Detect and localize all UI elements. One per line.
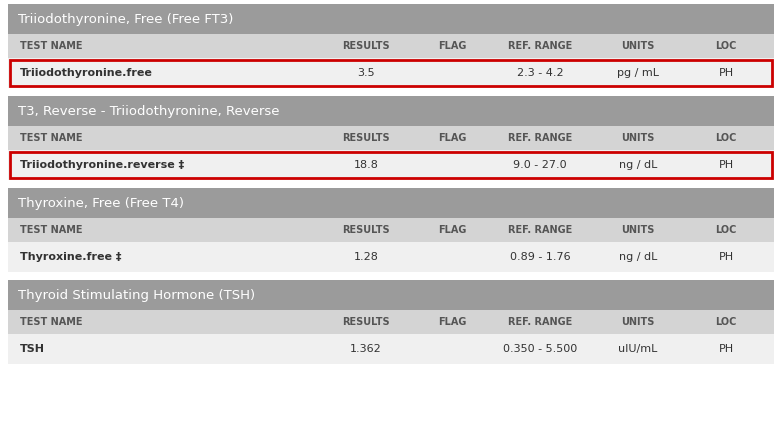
Text: REF. RANGE: REF. RANGE (508, 133, 572, 143)
Text: TEST NAME: TEST NAME (20, 41, 82, 51)
Bar (8, 4, 774, 34)
Bar (8, 242, 774, 272)
Text: UNITS: UNITS (622, 133, 655, 143)
Bar (8, 58, 774, 88)
Text: 3.5: 3.5 (357, 68, 375, 78)
Bar (8, 88, 774, 96)
Text: 2.3 - 4.2: 2.3 - 4.2 (517, 68, 563, 78)
Text: FLAG: FLAG (438, 225, 466, 235)
Text: UNITS: UNITS (622, 225, 655, 235)
Text: ng / dL: ng / dL (619, 252, 657, 262)
Text: 18.8: 18.8 (353, 160, 378, 170)
Text: Triiodothyronine.free: Triiodothyronine.free (20, 68, 152, 78)
Text: TEST NAME: TEST NAME (20, 225, 82, 235)
Text: TEST NAME: TEST NAME (20, 317, 82, 327)
Bar (8, 34, 774, 58)
Text: 0.89 - 1.76: 0.89 - 1.76 (510, 252, 570, 262)
Text: Thyroxine, Free (Free T4): Thyroxine, Free (Free T4) (18, 197, 184, 209)
Text: RESULTS: RESULTS (343, 133, 389, 143)
Text: RESULTS: RESULTS (343, 317, 389, 327)
Text: LOC: LOC (716, 225, 737, 235)
Text: REF. RANGE: REF. RANGE (508, 225, 572, 235)
Text: 9.0 - 27.0: 9.0 - 27.0 (513, 160, 567, 170)
Text: T3, Reverse - Triiodothyronine, Reverse: T3, Reverse - Triiodothyronine, Reverse (18, 104, 279, 117)
Text: UNITS: UNITS (622, 41, 655, 51)
Bar (8, 272, 774, 280)
Text: LOC: LOC (716, 41, 737, 51)
Bar (8, 188, 774, 218)
Bar (8, 150, 774, 180)
Text: PH: PH (719, 160, 734, 170)
Text: LOC: LOC (716, 317, 737, 327)
Bar (8, 334, 774, 364)
Bar (8, 126, 774, 150)
Bar (8, 310, 774, 334)
Text: uIU/mL: uIU/mL (619, 344, 658, 354)
Bar (10, 152, 772, 178)
Text: Thyroid Stimulating Hormone (TSH): Thyroid Stimulating Hormone (TSH) (18, 289, 255, 301)
Text: LOC: LOC (716, 133, 737, 143)
Text: 1.28: 1.28 (353, 252, 378, 262)
Bar (10, 60, 772, 86)
Text: TSH: TSH (20, 344, 45, 354)
Text: RESULTS: RESULTS (343, 225, 389, 235)
Text: PH: PH (719, 68, 734, 78)
Bar (8, 280, 774, 310)
Text: pg / mL: pg / mL (617, 68, 659, 78)
Text: FLAG: FLAG (438, 133, 466, 143)
Bar (8, 96, 774, 126)
Text: 1.362: 1.362 (350, 344, 382, 354)
Text: REF. RANGE: REF. RANGE (508, 317, 572, 327)
Text: UNITS: UNITS (622, 317, 655, 327)
Text: REF. RANGE: REF. RANGE (508, 41, 572, 51)
Text: Triiodothyronine, Free (Free FT3): Triiodothyronine, Free (Free FT3) (18, 12, 233, 26)
Text: 0.350 - 5.500: 0.350 - 5.500 (503, 344, 577, 354)
Text: RESULTS: RESULTS (343, 41, 389, 51)
Text: PH: PH (719, 344, 734, 354)
Text: ng / dL: ng / dL (619, 160, 657, 170)
Bar (8, 180, 774, 188)
Text: TEST NAME: TEST NAME (20, 133, 82, 143)
Bar (8, 218, 774, 242)
Text: Triiodothyronine.reverse ‡: Triiodothyronine.reverse ‡ (20, 160, 185, 170)
Text: FLAG: FLAG (438, 317, 466, 327)
Text: Thyroxine.free ‡: Thyroxine.free ‡ (20, 252, 121, 262)
Text: FLAG: FLAG (438, 41, 466, 51)
Text: PH: PH (719, 252, 734, 262)
